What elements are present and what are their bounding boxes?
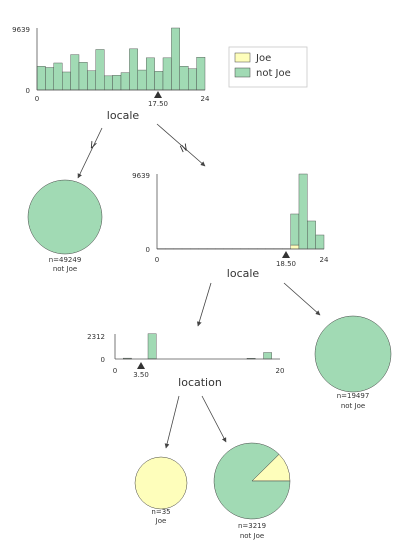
root-bar-not-joe [129, 48, 138, 91]
loc-feature-label: location [178, 376, 222, 389]
edge-mid-left [196, 282, 212, 327]
mid-histogram [156, 173, 325, 250]
joe-leaf-n: n=35 [151, 508, 170, 516]
mid-ymax-label: 9639 [132, 172, 150, 180]
edge-loc-right [201, 395, 227, 443]
final-leaf-class: not Joe [240, 532, 264, 540]
joe-leaf-class: Joe [155, 517, 167, 525]
mid-bar-not-joe [290, 213, 300, 246]
edge-root-right [156, 123, 206, 167]
root-bar-not-joe [187, 68, 197, 91]
root-bar-not-joe [78, 62, 88, 91]
edge-loc-left [164, 395, 180, 449]
loc-split-marker [137, 362, 145, 369]
node-leaf-joe: n=35 Joe [134, 456, 188, 525]
joe-leaf-pie [134, 456, 188, 510]
root-bar-not-joe [120, 72, 130, 91]
node-left-leaf: n=49249 not Joe [27, 179, 103, 273]
edge-label-less: < [85, 138, 101, 152]
root-xtick-min: 0 [35, 95, 39, 103]
mid-bar-not-joe [298, 173, 308, 250]
final-leaf-slice-not-joe [213, 442, 291, 520]
loc-xtick-min: 0 [113, 367, 117, 375]
root-split-label: 17.50 [148, 100, 168, 108]
root-bar-not-joe [196, 56, 206, 91]
mid-right-leaf-slice-not-joe [314, 315, 392, 393]
root-bar-not-joe [162, 57, 172, 91]
mid-y0-label: 0 [146, 246, 150, 254]
legend: Joe not Joe [228, 46, 308, 88]
root-bar-not-joe [171, 27, 180, 91]
mid-xtick-max: 24 [320, 256, 329, 264]
node-leaf-final: n=3219 not Joe [213, 442, 291, 540]
loc-xtick-max: 20 [276, 367, 285, 375]
node-root: 9639 0 0 24 17.50 locale [12, 26, 210, 122]
root-histogram [36, 27, 206, 91]
loc-y0-label: 0 [101, 356, 105, 364]
node-location: 2312 0 0 20 3.50 location [87, 333, 284, 389]
root-bar-not-joe [103, 75, 113, 91]
final-leaf-n: n=3219 [238, 522, 266, 530]
root-bar-not-joe [45, 67, 55, 91]
final-leaf-pie [213, 442, 291, 520]
node-mid-right-leaf: n=19497 not Joe [314, 315, 392, 410]
mid-feature-label: locale [227, 267, 260, 280]
location-histogram [114, 333, 280, 360]
loc-split-label: 3.50 [133, 371, 149, 379]
node-mid: 9639 0 0 24 18.50 locale [132, 172, 329, 280]
legend-label-not-joe: not Joe [256, 68, 291, 79]
mid-right-leaf-n: n=19497 [337, 392, 370, 400]
root-bar-not-joe [154, 71, 164, 91]
loc-bar-not-joe [147, 333, 157, 359]
legend-swatch-not-joe [234, 67, 251, 78]
root-bar-not-joe [112, 75, 122, 91]
root-ymax-label: 9639 [12, 26, 30, 34]
mid-right-leaf-pie [314, 315, 392, 393]
mid-split-marker [282, 251, 290, 258]
legend-swatch-joe [234, 52, 251, 63]
mid-right-leaf-class: not Joe [341, 402, 365, 410]
left-leaf-slice-not-joe [27, 179, 103, 255]
mid-bar-not-joe [307, 220, 316, 250]
root-bar-not-joe [95, 49, 105, 91]
root-y0-label: 0 [26, 87, 30, 95]
root-bar-not-joe [36, 66, 46, 91]
left-leaf-pie [27, 179, 103, 255]
root-bar-not-joe [62, 71, 71, 91]
mid-split-label: 18.50 [276, 260, 296, 268]
root-bar-not-joe [179, 66, 189, 91]
root-bar-not-joe [70, 54, 80, 91]
joe-leaf-slice-joe [134, 456, 188, 510]
mid-bar-joe [290, 244, 300, 250]
root-xtick-max: 24 [201, 95, 210, 103]
edge-mid-right [283, 282, 321, 316]
loc-bar-not-joe [263, 352, 272, 360]
loc-ymax-label: 2312 [87, 333, 105, 341]
left-leaf-n: n=49249 [49, 256, 82, 264]
root-bar-not-joe [87, 70, 97, 91]
root-bar-not-joe [145, 57, 155, 91]
root-bar-not-joe [137, 69, 147, 91]
legend-label-joe: Joe [255, 53, 271, 64]
edge-root-left [77, 127, 103, 179]
root-bar-not-joe [53, 62, 63, 91]
root-feature-label: locale [107, 109, 140, 122]
mid-bar-not-joe [315, 234, 325, 250]
root-split-marker [154, 91, 162, 98]
mid-xtick-min: 0 [155, 256, 159, 264]
left-leaf-class: not Joe [53, 265, 77, 273]
